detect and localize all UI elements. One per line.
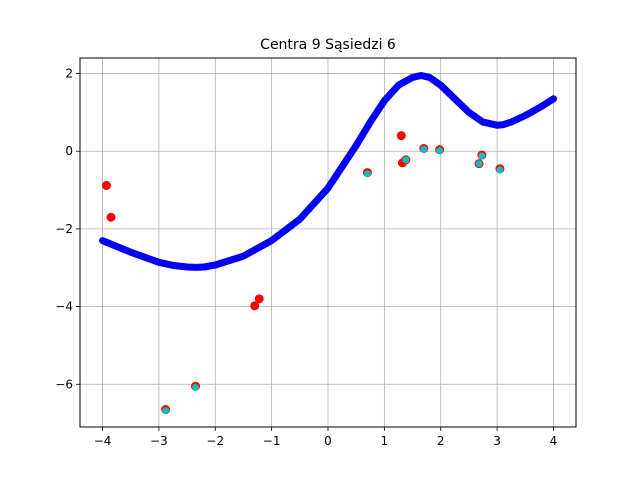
- y-tick-label: 0: [65, 144, 73, 158]
- x-tick-label: −2: [206, 434, 224, 448]
- red-point: [396, 131, 406, 141]
- grid-lines: [80, 58, 576, 427]
- cyan-point: [436, 146, 444, 154]
- cyan-point: [420, 145, 428, 153]
- red-point: [101, 180, 111, 190]
- cyan-point: [162, 407, 170, 415]
- data-layer: [99, 72, 557, 415]
- curve-line: [99, 72, 557, 271]
- y-tick-label: −4: [55, 300, 73, 314]
- red-point: [254, 294, 264, 304]
- x-tick-label: −3: [150, 434, 168, 448]
- cyan-point: [402, 156, 410, 164]
- chart-title: Centra 9 Sąsiedzi 6: [260, 37, 396, 53]
- cyan-point: [192, 383, 200, 391]
- x-tick-label: 1: [381, 434, 389, 448]
- x-tick-label: −4: [94, 434, 112, 448]
- cyan-point: [478, 152, 486, 160]
- y-tick-label: −6: [55, 377, 73, 391]
- x-tick-label: 3: [493, 434, 501, 448]
- x-tick-label: 2: [437, 434, 445, 448]
- red-point: [250, 301, 260, 311]
- x-tick-label: 0: [324, 434, 332, 448]
- x-tick-label: −1: [263, 434, 281, 448]
- red-point: [106, 212, 116, 222]
- x-tick-label: 4: [550, 434, 558, 448]
- cyan-point: [475, 160, 483, 168]
- axis-ticks: −4 −3 −2 −1 0 1 2 3 4 2 0 −2 −4 −6: [55, 67, 557, 448]
- cyan-point: [496, 166, 504, 174]
- y-tick-label: 2: [65, 67, 73, 81]
- cyan-point: [363, 170, 371, 178]
- y-tick-label: −2: [55, 222, 73, 236]
